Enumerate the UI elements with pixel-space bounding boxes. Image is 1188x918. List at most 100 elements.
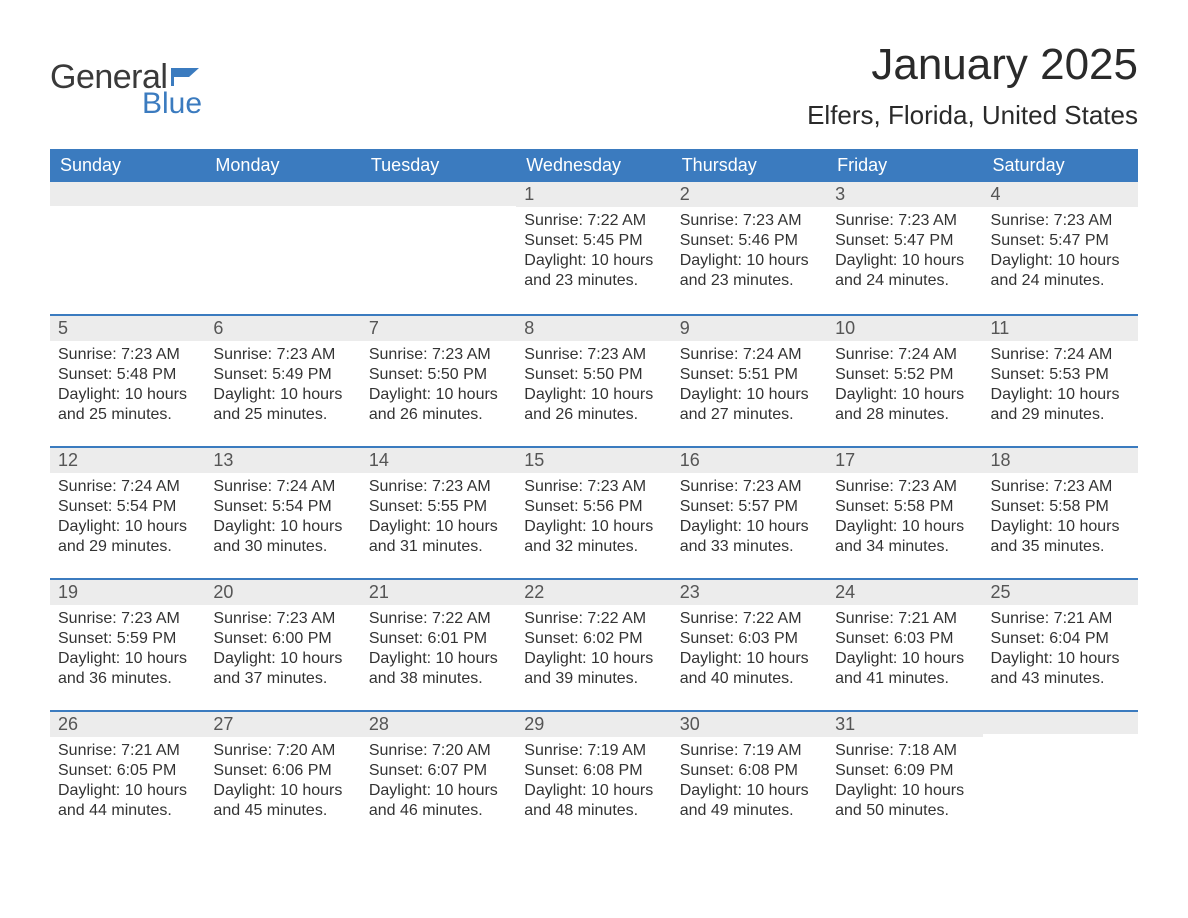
- day-number: 7: [361, 314, 516, 341]
- day-number: 14: [361, 446, 516, 473]
- sunset-line: Sunset: 6:02 PM: [524, 629, 663, 649]
- location-subtitle: Elfers, Florida, United States: [807, 100, 1138, 131]
- sunset-line: Sunset: 6:08 PM: [524, 761, 663, 781]
- calendar-week-row: 26Sunrise: 7:21 AMSunset: 6:05 PMDayligh…: [50, 710, 1138, 842]
- day-number: 3: [827, 182, 982, 207]
- month-title: January 2025: [807, 40, 1138, 90]
- calendar-day-cell: 7Sunrise: 7:23 AMSunset: 5:50 PMDaylight…: [361, 314, 516, 446]
- sunrise-line: Sunrise: 7:23 AM: [991, 477, 1130, 497]
- sunrise-line: Sunrise: 7:23 AM: [369, 345, 508, 365]
- sunset-line: Sunset: 6:01 PM: [369, 629, 508, 649]
- sunrise-line: Sunrise: 7:23 AM: [524, 477, 663, 497]
- weekday-header: Thursday: [672, 149, 827, 182]
- day-number: 8: [516, 314, 671, 341]
- sunset-line: Sunset: 5:51 PM: [680, 365, 819, 385]
- day-details: Sunrise: 7:19 AMSunset: 6:08 PMDaylight:…: [516, 737, 671, 831]
- day-number: 28: [361, 710, 516, 737]
- day-details: Sunrise: 7:23 AMSunset: 6:00 PMDaylight:…: [205, 605, 360, 699]
- daylight-line: Daylight: 10 hours and 36 minutes.: [58, 649, 197, 689]
- calendar-week-row: 19Sunrise: 7:23 AMSunset: 5:59 PMDayligh…: [50, 578, 1138, 710]
- calendar-day-cell: 4Sunrise: 7:23 AMSunset: 5:47 PMDaylight…: [983, 182, 1138, 314]
- day-details: Sunrise: 7:24 AMSunset: 5:54 PMDaylight:…: [50, 473, 205, 567]
- day-details: Sunrise: 7:21 AMSunset: 6:05 PMDaylight:…: [50, 737, 205, 831]
- day-number: 21: [361, 578, 516, 605]
- daylight-line: Daylight: 10 hours and 26 minutes.: [369, 385, 508, 425]
- sunrise-line: Sunrise: 7:23 AM: [524, 345, 663, 365]
- day-details: Sunrise: 7:23 AMSunset: 5:47 PMDaylight:…: [983, 207, 1138, 301]
- daylight-line: Daylight: 10 hours and 29 minutes.: [58, 517, 197, 557]
- day-number: 9: [672, 314, 827, 341]
- daylight-line: Daylight: 10 hours and 32 minutes.: [524, 517, 663, 557]
- weekday-header: Saturday: [983, 149, 1138, 182]
- day-details: Sunrise: 7:22 AMSunset: 6:02 PMDaylight:…: [516, 605, 671, 699]
- sunset-line: Sunset: 5:50 PM: [524, 365, 663, 385]
- sunset-line: Sunset: 5:52 PM: [835, 365, 974, 385]
- calendar-day-cell: 2Sunrise: 7:23 AMSunset: 5:46 PMDaylight…: [672, 182, 827, 314]
- weekday-header: Wednesday: [516, 149, 671, 182]
- day-details: Sunrise: 7:20 AMSunset: 6:07 PMDaylight:…: [361, 737, 516, 831]
- sunrise-line: Sunrise: 7:21 AM: [835, 609, 974, 629]
- day-number: 26: [50, 710, 205, 737]
- calendar-day-cell: 12Sunrise: 7:24 AMSunset: 5:54 PMDayligh…: [50, 446, 205, 578]
- sunrise-line: Sunrise: 7:23 AM: [991, 211, 1130, 231]
- calendar-empty-cell: [983, 710, 1138, 842]
- day-details: Sunrise: 7:22 AMSunset: 5:45 PMDaylight:…: [516, 207, 671, 301]
- sunrise-line: Sunrise: 7:24 AM: [58, 477, 197, 497]
- calendar-day-cell: 31Sunrise: 7:18 AMSunset: 6:09 PMDayligh…: [827, 710, 982, 842]
- header: General Blue January 2025 Elfers, Florid…: [50, 40, 1138, 131]
- sunset-line: Sunset: 5:53 PM: [991, 365, 1130, 385]
- calendar-day-cell: 17Sunrise: 7:23 AMSunset: 5:58 PMDayligh…: [827, 446, 982, 578]
- sunset-line: Sunset: 6:03 PM: [835, 629, 974, 649]
- sunrise-line: Sunrise: 7:21 AM: [991, 609, 1130, 629]
- calendar-day-cell: 11Sunrise: 7:24 AMSunset: 5:53 PMDayligh…: [983, 314, 1138, 446]
- calendar-day-cell: 26Sunrise: 7:21 AMSunset: 6:05 PMDayligh…: [50, 710, 205, 842]
- day-details: Sunrise: 7:22 AMSunset: 6:01 PMDaylight:…: [361, 605, 516, 699]
- sunset-line: Sunset: 5:57 PM: [680, 497, 819, 517]
- day-number: 17: [827, 446, 982, 473]
- day-number: 31: [827, 710, 982, 737]
- daylight-line: Daylight: 10 hours and 31 minutes.: [369, 517, 508, 557]
- sunset-line: Sunset: 6:05 PM: [58, 761, 197, 781]
- sunset-line: Sunset: 5:55 PM: [369, 497, 508, 517]
- calendar-table: SundayMondayTuesdayWednesdayThursdayFrid…: [50, 149, 1138, 842]
- daylight-line: Daylight: 10 hours and 33 minutes.: [680, 517, 819, 557]
- daylight-line: Daylight: 10 hours and 50 minutes.: [835, 781, 974, 821]
- sunrise-line: Sunrise: 7:24 AM: [213, 477, 352, 497]
- calendar-day-cell: 24Sunrise: 7:21 AMSunset: 6:03 PMDayligh…: [827, 578, 982, 710]
- daylight-line: Daylight: 10 hours and 41 minutes.: [835, 649, 974, 689]
- sunrise-line: Sunrise: 7:20 AM: [213, 741, 352, 761]
- calendar-day-cell: 1Sunrise: 7:22 AMSunset: 5:45 PMDaylight…: [516, 182, 671, 314]
- daylight-line: Daylight: 10 hours and 29 minutes.: [991, 385, 1130, 425]
- sunset-line: Sunset: 5:58 PM: [991, 497, 1130, 517]
- day-details: Sunrise: 7:23 AMSunset: 5:56 PMDaylight:…: [516, 473, 671, 567]
- calendar-day-cell: 3Sunrise: 7:23 AMSunset: 5:47 PMDaylight…: [827, 182, 982, 314]
- day-number: 22: [516, 578, 671, 605]
- day-details: Sunrise: 7:19 AMSunset: 6:08 PMDaylight:…: [672, 737, 827, 831]
- daylight-line: Daylight: 10 hours and 44 minutes.: [58, 781, 197, 821]
- day-details: Sunrise: 7:23 AMSunset: 5:49 PMDaylight:…: [205, 341, 360, 435]
- daylight-line: Daylight: 10 hours and 43 minutes.: [991, 649, 1130, 689]
- calendar-day-cell: 8Sunrise: 7:23 AMSunset: 5:50 PMDaylight…: [516, 314, 671, 446]
- day-details: Sunrise: 7:22 AMSunset: 6:03 PMDaylight:…: [672, 605, 827, 699]
- calendar-day-cell: 10Sunrise: 7:24 AMSunset: 5:52 PMDayligh…: [827, 314, 982, 446]
- sunset-line: Sunset: 6:07 PM: [369, 761, 508, 781]
- calendar-day-cell: 21Sunrise: 7:22 AMSunset: 6:01 PMDayligh…: [361, 578, 516, 710]
- sunrise-line: Sunrise: 7:24 AM: [835, 345, 974, 365]
- day-details: Sunrise: 7:24 AMSunset: 5:53 PMDaylight:…: [983, 341, 1138, 435]
- daylight-line: Daylight: 10 hours and 45 minutes.: [213, 781, 352, 821]
- day-details: Sunrise: 7:20 AMSunset: 6:06 PMDaylight:…: [205, 737, 360, 831]
- day-details: Sunrise: 7:21 AMSunset: 6:04 PMDaylight:…: [983, 605, 1138, 699]
- calendar-day-cell: 20Sunrise: 7:23 AMSunset: 6:00 PMDayligh…: [205, 578, 360, 710]
- calendar-day-cell: 13Sunrise: 7:24 AMSunset: 5:54 PMDayligh…: [205, 446, 360, 578]
- sunset-line: Sunset: 6:09 PM: [835, 761, 974, 781]
- calendar-day-cell: 23Sunrise: 7:22 AMSunset: 6:03 PMDayligh…: [672, 578, 827, 710]
- calendar-day-cell: 6Sunrise: 7:23 AMSunset: 5:49 PMDaylight…: [205, 314, 360, 446]
- sunset-line: Sunset: 5:47 PM: [835, 231, 974, 251]
- daylight-line: Daylight: 10 hours and 25 minutes.: [213, 385, 352, 425]
- calendar-day-cell: 14Sunrise: 7:23 AMSunset: 5:55 PMDayligh…: [361, 446, 516, 578]
- day-details: Sunrise: 7:23 AMSunset: 5:57 PMDaylight:…: [672, 473, 827, 567]
- sunrise-line: Sunrise: 7:22 AM: [369, 609, 508, 629]
- daylight-line: Daylight: 10 hours and 35 minutes.: [991, 517, 1130, 557]
- day-number: 25: [983, 578, 1138, 605]
- daylight-line: Daylight: 10 hours and 37 minutes.: [213, 649, 352, 689]
